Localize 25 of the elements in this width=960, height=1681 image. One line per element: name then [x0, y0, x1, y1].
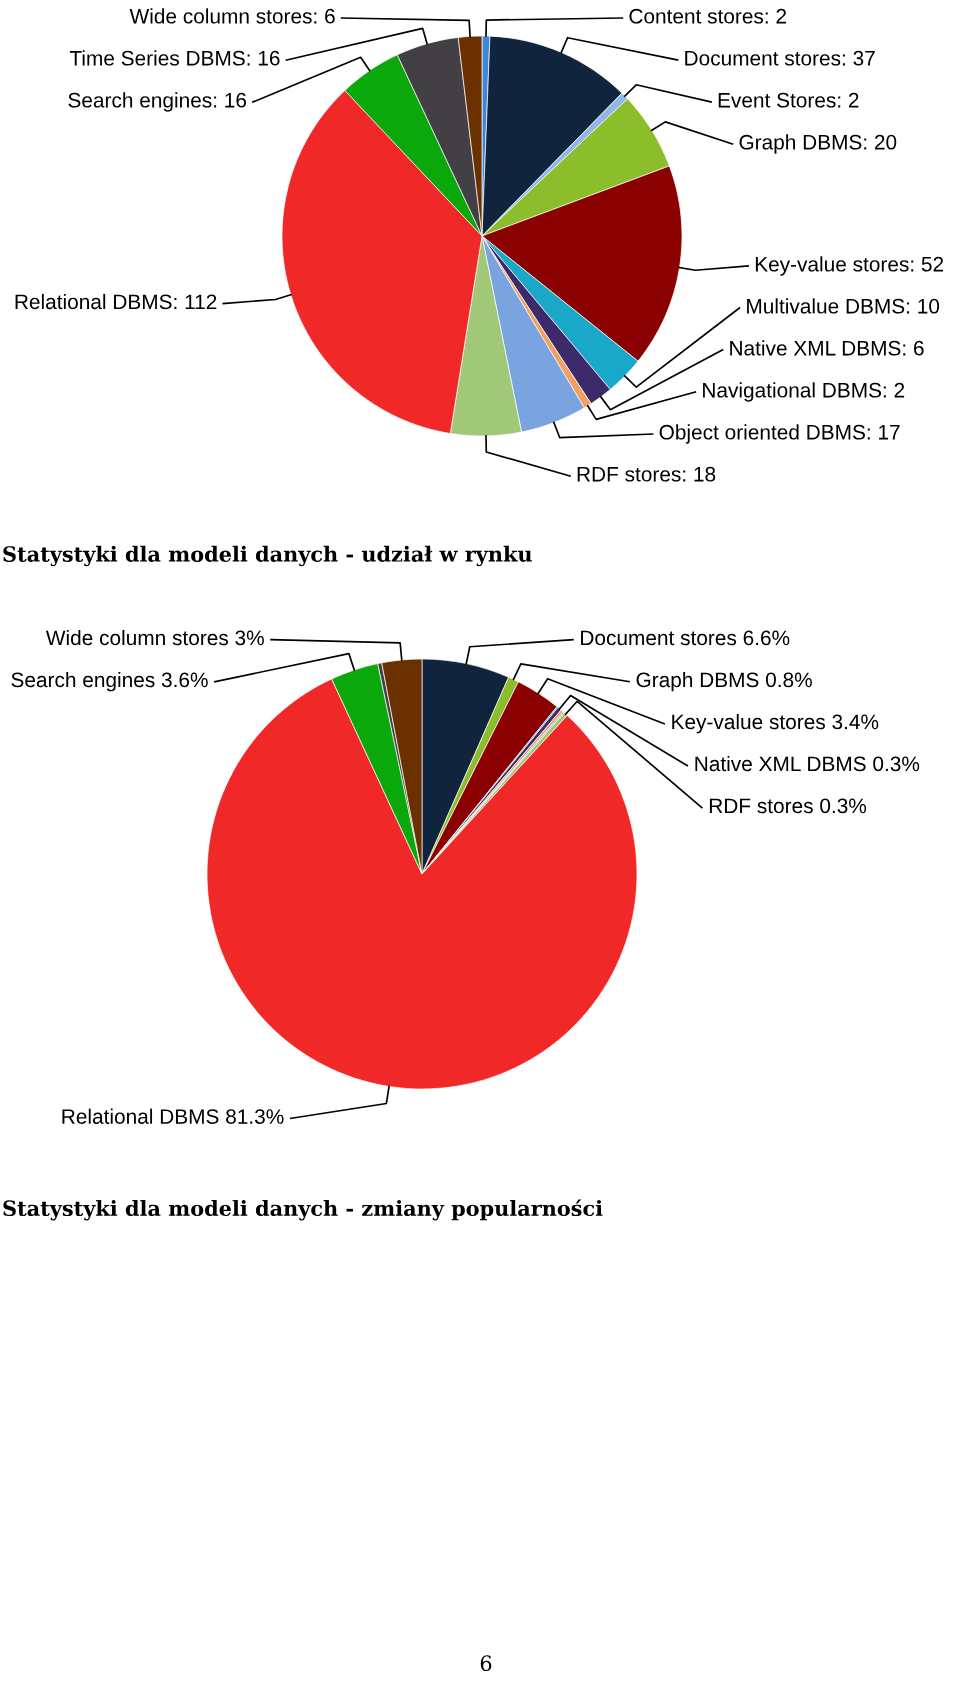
slice-label: Relational DBMS: 112 — [15, 293, 217, 310]
slice-label: Search engines: 16 — [68, 92, 247, 112]
slice-label: Wide column stores: 6 — [129, 8, 335, 24]
slice-label: Wide column stores 3% — [45, 629, 264, 646]
slice-label: Navigational DBMS: 2 — [703, 382, 905, 402]
slice-label: Object oriented DBMS: 17 — [659, 424, 900, 444]
chart-title: Statystyki dla modeli danych - udział w rynku — [3, 545, 532, 567]
slice-label: Native XML DBMS: 6 — [730, 340, 924, 356]
slice-label: Document stores 6.6% — [581, 630, 790, 646]
slice-label: Key-value stores: 52 — [755, 256, 944, 276]
text: 6 — [480, 1655, 492, 1672]
slice-label: RDF stores: 18 — [577, 466, 716, 482]
slice-label: Multivalue DBMS: 10 — [747, 298, 940, 314]
slice-label: Event Stores: 2 — [718, 92, 859, 108]
slice-label: Key-value stores 3.4% — [672, 713, 879, 734]
slice-label: Graph DBMS: 20 — [739, 134, 897, 154]
slice-label: Graph DBMS 0.8% — [636, 671, 812, 692]
slice-label: Time Series DBMS: 16 — [69, 50, 280, 66]
slice-label: Search engines 3.6% — [11, 671, 208, 692]
slice-label: Native XML DBMS 0.3% — [695, 755, 920, 772]
slice-label: RDF stores 0.3% — [709, 798, 867, 814]
slice-label: Content stores: 2 — [629, 8, 786, 24]
slice-label: Relational DBMS 81.3% — [62, 1108, 284, 1124]
slice-label: Document stores: 37 — [685, 50, 875, 66]
text: Statystyki dla modeli danych - zmiany popularności — [3, 1199, 603, 1221]
